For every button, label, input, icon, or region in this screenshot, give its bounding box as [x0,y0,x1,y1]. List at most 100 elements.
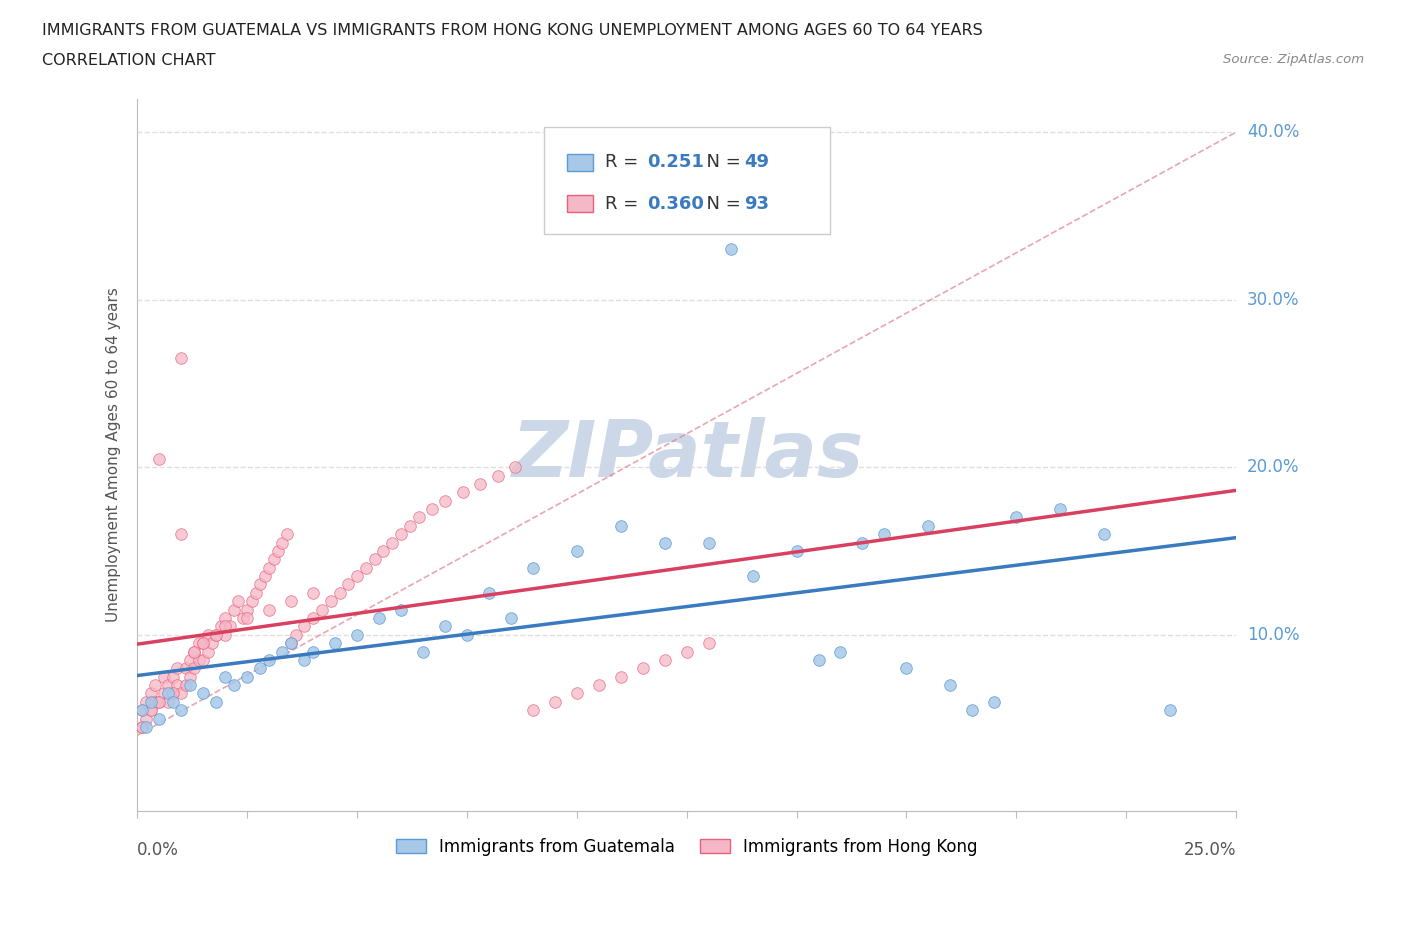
Point [302,644,325,659]
Point [193,636,215,651]
Point [162,686,184,701]
Point [162,686,184,701]
Point [143,678,166,693]
Point [197,644,219,659]
Point [139,695,162,710]
Point [148,695,170,710]
Point [170,686,193,701]
Point [183,644,205,659]
Text: CORRELATION CHART: CORRELATION CHART [42,53,215,68]
Point [389,526,412,541]
Point [486,468,509,483]
Point [1049,501,1071,516]
Point [152,686,174,701]
Point [544,695,567,710]
Point [162,695,184,710]
Point [271,535,294,550]
Point [433,619,456,634]
Point [851,535,873,550]
Point [337,577,360,591]
Point [786,543,808,558]
Point [148,711,170,726]
Text: 93: 93 [744,194,769,213]
Point [1159,703,1181,718]
Point [131,703,153,718]
Point [214,611,236,626]
Point [346,568,368,583]
Point [166,678,188,693]
Point [284,628,307,643]
Point [408,510,430,525]
Point [302,585,325,600]
Point [179,670,201,684]
Point [170,526,193,541]
Text: 25.0%: 25.0% [1184,842,1236,859]
Point [218,619,240,634]
Point [468,476,491,491]
Point [398,518,420,533]
Point [232,611,254,626]
Point [139,703,162,718]
Point [148,695,170,710]
Text: Source: ZipAtlas.com: Source: ZipAtlas.com [1223,53,1364,66]
Point [478,585,501,600]
Point [249,661,271,676]
Point [236,603,259,618]
Point [807,653,830,668]
Point [373,543,395,558]
Point [183,644,205,659]
Text: 0.360: 0.360 [647,194,704,213]
Point [939,678,962,693]
Point [565,686,588,701]
Point [152,670,174,684]
Point [276,526,298,541]
Point [654,535,676,550]
Point [720,242,742,257]
Text: 10.0%: 10.0% [1247,626,1299,644]
Point [245,585,267,600]
Point [183,661,205,676]
Point [166,661,188,676]
Text: N =: N = [696,194,747,213]
Point [162,670,184,684]
Point [271,644,294,659]
Point [205,628,228,643]
Point [205,695,228,710]
Y-axis label: Unemployment Among Ages 60 to 64 years: Unemployment Among Ages 60 to 64 years [107,287,121,622]
Point [741,568,763,583]
Point [187,636,209,651]
Point [381,535,404,550]
Point [135,711,157,726]
Point [228,594,250,609]
Point [205,628,228,643]
FancyBboxPatch shape [544,127,830,234]
Point [222,603,245,618]
Point [675,644,697,659]
Point [896,661,918,676]
Point [170,703,193,718]
Point [209,619,232,634]
Point [962,703,984,718]
Point [257,603,280,618]
Point [610,670,633,684]
Point [654,653,676,668]
Point [139,703,162,718]
Point [179,678,201,693]
Point [433,493,456,508]
Point [174,678,197,693]
Point [131,703,153,718]
Point [451,485,474,499]
Point [201,636,224,651]
FancyBboxPatch shape [567,153,593,170]
Point [588,678,610,693]
Point [253,568,276,583]
Point [131,720,153,735]
Point [257,560,280,575]
Point [157,695,180,710]
Point [983,695,1005,710]
Point [263,551,285,566]
Point [697,636,720,651]
Text: N =: N = [696,153,747,171]
Point [236,611,259,626]
Point [873,526,896,541]
